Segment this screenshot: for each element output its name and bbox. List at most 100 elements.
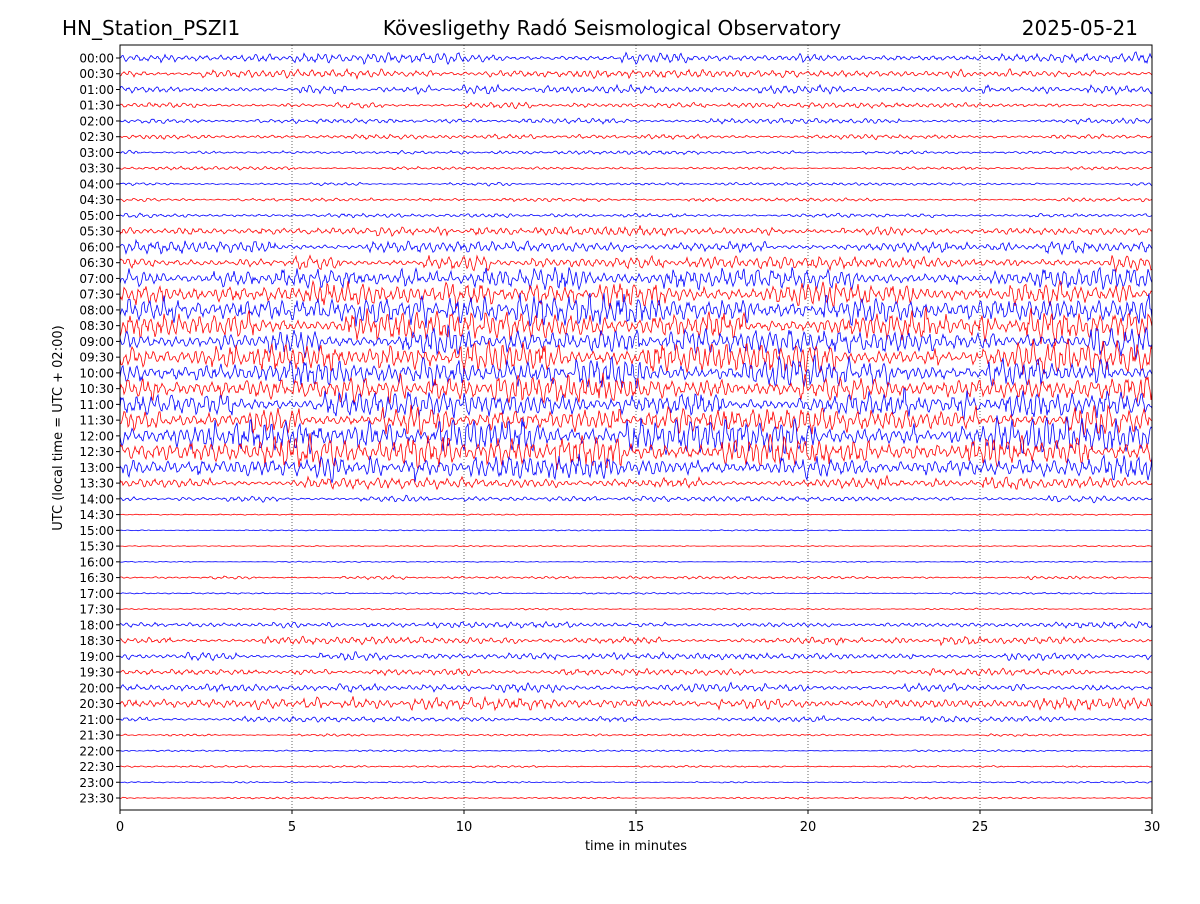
y-tick-label: 21:30 [79, 729, 114, 743]
trace-1500 [119, 529, 1153, 532]
y-tick-label: 12:00 [79, 429, 114, 443]
trace-1600 [120, 560, 1152, 564]
trace-0300 [119, 149, 1152, 156]
trace-0800 [119, 293, 1153, 328]
x-tick-label: 0 [116, 820, 124, 835]
trace-2000 [119, 681, 1153, 694]
trace-1800 [119, 620, 1153, 629]
x-tick-label: 25 [972, 820, 989, 835]
y-tick-label: 15:30 [79, 540, 114, 554]
x-axis-ticks: 0 5 10 15 20 25 30 [116, 810, 1160, 835]
observatory-title: Kövesligethy Radó Seismological Observat… [383, 16, 841, 40]
x-tick-label: 20 [800, 820, 817, 835]
y-tick-label: 22:00 [79, 744, 114, 758]
traces [119, 51, 1153, 800]
y-tick-label: 10:30 [79, 382, 114, 396]
trace-2100 [120, 715, 1153, 723]
y-tick-label: 01:00 [79, 83, 114, 97]
y-tick-label: 18:00 [79, 618, 114, 632]
trace-0500 [119, 212, 1153, 219]
trace-0230 [119, 133, 1153, 141]
trace-2200 [119, 749, 1153, 753]
trace-1900 [119, 651, 1153, 662]
y-tick-label: 11:30 [79, 414, 114, 428]
trace-2330 [120, 796, 1153, 800]
y-tick-label: 04:30 [79, 193, 114, 207]
y-tick-label: 10:00 [79, 366, 114, 380]
trace-2130 [119, 733, 1153, 737]
y-tick-label: 00:00 [79, 52, 114, 66]
trace-0600 [119, 238, 1153, 256]
trace-0900 [119, 324, 1153, 361]
trace-1130 [119, 404, 1153, 436]
y-tick-label: 09:00 [79, 335, 114, 349]
x-axis-label: time in minutes [585, 839, 687, 854]
trace-0730 [119, 279, 1153, 311]
y-axis-label: UTC (local time = UTC + 02:00) [51, 325, 66, 530]
grid-lines [291, 45, 981, 810]
trace-1200 [119, 415, 1153, 455]
y-tick-label: 20:30 [79, 697, 114, 711]
y-tick-label: 08:30 [79, 319, 114, 333]
y-tick-label: 01:30 [79, 99, 114, 113]
x-tick-label: 10 [456, 820, 473, 835]
trace-1630 [120, 574, 1153, 581]
y-tick-label: 19:00 [79, 650, 114, 664]
trace-0630 [119, 254, 1153, 273]
trace-1400 [119, 494, 1153, 504]
y-tick-label: 03:00 [79, 146, 114, 160]
trace-0030 [119, 68, 1153, 80]
y-tick-label: 08:00 [79, 303, 114, 317]
x-tick-label: 15 [628, 820, 645, 835]
trace-0400 [119, 181, 1153, 187]
y-tick-label: 19:30 [79, 666, 114, 680]
y-tick-label: 21:00 [79, 713, 114, 727]
y-tick-label: 06:30 [79, 256, 114, 270]
trace-1330 [119, 474, 1153, 491]
y-tick-label: 17:30 [79, 603, 114, 617]
y-tick-label: 11:00 [79, 398, 114, 412]
trace-1230 [119, 433, 1153, 471]
trace-1030 [119, 372, 1153, 405]
trace-0100 [119, 83, 1153, 96]
y-tick-label: 18:30 [79, 634, 114, 648]
trace-1300 [119, 453, 1153, 483]
trace-1430 [120, 513, 1153, 516]
y-tick-label: 14:30 [79, 508, 114, 522]
date-title: 2025-05-21 [1022, 16, 1138, 40]
y-tick-label: 15:00 [79, 524, 114, 538]
y-tick-label: 13:00 [79, 461, 114, 475]
trace-0930 [119, 338, 1153, 375]
y-tick-label: 14:00 [79, 492, 114, 506]
y-tick-label: 07:30 [79, 288, 114, 302]
y-tick-label: 16:30 [79, 571, 114, 585]
trace-0330 [119, 165, 1152, 171]
y-tick-label: 16:00 [79, 555, 114, 569]
trace-2300 [119, 780, 1153, 784]
trace-1930 [119, 667, 1153, 677]
y-tick-label: 13:30 [79, 477, 114, 491]
y-tick-label: 23:30 [79, 792, 114, 806]
y-tick-label: 09:30 [79, 351, 114, 365]
y-tick-label: 03:30 [79, 162, 114, 176]
y-tick-label: 12:30 [79, 445, 114, 459]
x-tick-label: 5 [288, 820, 296, 835]
trace-0530 [119, 225, 1153, 237]
trace-0430 [119, 197, 1153, 203]
trace-1530 [119, 544, 1153, 548]
y-tick-label: 17:00 [79, 587, 114, 601]
trace-0830 [119, 306, 1153, 347]
trace-0000 [119, 51, 1153, 65]
y-tick-label: 23:00 [79, 776, 114, 790]
y-tick-label: 00:30 [79, 67, 114, 81]
plot-frame [119, 44, 1153, 811]
y-tick-label: 07:00 [79, 272, 114, 286]
trace-2030 [119, 695, 1153, 712]
y-tick-label: 04:00 [79, 177, 114, 191]
trace-1700 [120, 591, 1152, 595]
y-tick-label: 20:00 [79, 681, 114, 695]
trace-1730 [119, 607, 1152, 611]
y-tick-label: 05:30 [79, 225, 114, 239]
